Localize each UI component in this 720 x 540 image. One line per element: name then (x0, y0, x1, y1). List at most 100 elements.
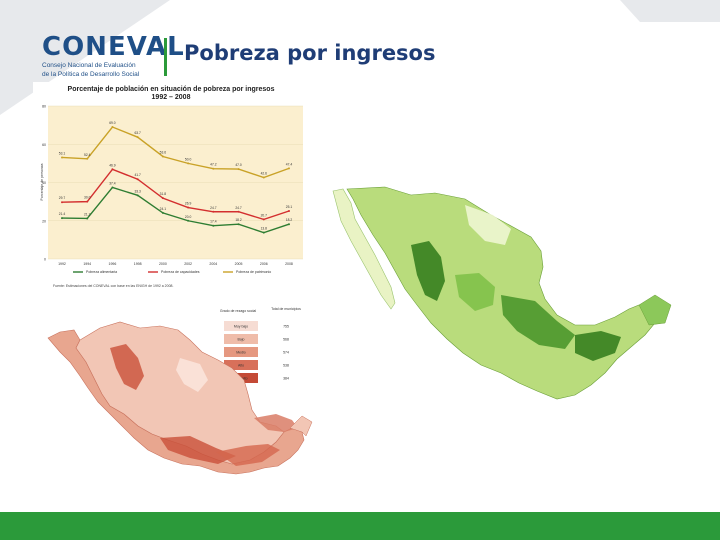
data-point (187, 206, 190, 209)
data-label: 20.0 (185, 215, 192, 219)
data-point (288, 223, 290, 226)
chart-subtitle: 1992 – 2008 (152, 94, 191, 101)
data-label: 17.4 (210, 220, 217, 224)
data-point (111, 126, 114, 129)
chart-title: Porcentaje de población en situación de … (68, 86, 275, 93)
data-label: 33.3 (134, 189, 141, 193)
page-title: Pobreza por ingresos (184, 41, 436, 65)
data-label: 46.9 (109, 163, 116, 167)
data-point (288, 209, 290, 212)
data-point (136, 178, 139, 181)
map-rezago-social (47, 321, 313, 475)
data-point (212, 210, 215, 213)
data-point (111, 186, 114, 189)
data-label: 21.2 (84, 212, 91, 216)
data-label: 42.6 (261, 172, 268, 176)
x-tick-label: 1994 (83, 262, 91, 266)
data-point (212, 224, 215, 227)
data-label: 63.7 (134, 131, 141, 135)
data-point (187, 162, 190, 165)
data-point (61, 156, 63, 159)
data-label: 20.7 (261, 213, 268, 217)
logo-word: CONEVAL (42, 32, 185, 62)
data-point (86, 217, 89, 220)
data-point (237, 223, 240, 226)
data-label: 13.8 (261, 227, 268, 231)
data-point (136, 136, 139, 139)
x-tick-label: 2005 (235, 262, 243, 266)
data-point (262, 231, 265, 234)
data-point (161, 197, 164, 200)
data-point (86, 157, 89, 160)
x-tick-label: 2000 (159, 262, 167, 266)
poverty-line-chart: Porcentaje de población en situación de … (33, 82, 310, 292)
data-label: 25.1 (286, 205, 293, 209)
data-label: 53.1 (59, 151, 66, 155)
data-point (161, 211, 164, 214)
data-point (237, 168, 240, 171)
legend-row-value: 568 (283, 338, 289, 342)
data-label: 53.6 (160, 150, 167, 154)
data-label: 31.8 (160, 192, 167, 196)
data-label: 24.7 (235, 206, 242, 210)
x-tick-label: 2004 (209, 262, 217, 266)
map-pobreza-ingresos (332, 186, 672, 400)
data-label: 18.2 (286, 218, 293, 222)
legend-row-label: Muy bajo (234, 325, 248, 329)
legend-row-value: 574 (283, 351, 289, 355)
slide-header: CONEVAL Consejo Nacional de Evaluación d… (0, 0, 720, 80)
series-line-1 (61, 168, 290, 221)
series-line-2 (61, 126, 290, 179)
y-tick-label: 20 (42, 219, 46, 223)
data-point (212, 167, 215, 170)
x-tick-label: 2006 (260, 262, 268, 266)
x-tick-label: 2002 (184, 262, 192, 266)
y-tick-label: 80 (42, 105, 46, 109)
series-line-0 (61, 186, 290, 234)
data-point (262, 218, 265, 221)
data-point (262, 176, 265, 179)
corner-decoration-right (620, 0, 720, 22)
legend-entry: Pobreza de capacidades (161, 270, 200, 274)
legend-color-swatch (224, 334, 258, 344)
data-point (136, 194, 139, 197)
data-label: 47.4 (286, 162, 293, 166)
data-label: 69.0 (109, 121, 116, 125)
data-point (187, 219, 190, 222)
title-divider (164, 38, 167, 76)
legend-entry: Pobreza de patrimonio (236, 270, 271, 274)
legend-row-label: Alto (238, 364, 244, 368)
legend-row-value: 538 (283, 364, 289, 368)
data-point (288, 167, 290, 170)
y-tick-label: 60 (42, 143, 46, 147)
x-tick-label: 1992 (58, 262, 66, 266)
legend-row-value: 384 (283, 377, 289, 381)
data-label: 41.7 (134, 173, 141, 177)
data-label: 52.4 (84, 153, 91, 157)
data-point (86, 200, 89, 203)
legend-row-label: Bajo (237, 338, 244, 342)
data-label: 26.9 (185, 202, 192, 206)
logo-subtitle-2: de la Política de Desarrollo Social (42, 71, 140, 78)
x-tick-label: 2008 (285, 262, 293, 266)
legend-row-label: Medio (236, 351, 246, 355)
legend-row-value: 755 (283, 325, 289, 329)
data-label: 47.0 (235, 163, 242, 167)
y-tick-label: 0 (44, 258, 46, 262)
coneval-logo: CONEVAL Consejo Nacional de Evaluación d… (42, 32, 185, 80)
chart-ylabel: Porcentaje de personas (40, 163, 44, 200)
logo-subtitle-1: Consejo Nacional de Evaluación (42, 62, 136, 69)
data-point (237, 210, 240, 213)
data-label: 21.4 (59, 212, 66, 216)
data-point (61, 217, 63, 220)
data-label: 24.1 (160, 207, 167, 211)
footer-bar (0, 512, 720, 540)
chart-source: Fuente: Estimaciones del CONEVAL con bas… (53, 284, 173, 288)
legend-header-right: Total de municipios (271, 307, 301, 311)
legend-color-swatch (224, 360, 258, 370)
legend-color-swatch (224, 321, 258, 331)
data-label: 29.7 (59, 196, 66, 200)
y-tick-label: 40 (42, 181, 46, 185)
data-label: 47.2 (210, 163, 217, 167)
data-label: 50.0 (185, 157, 192, 161)
